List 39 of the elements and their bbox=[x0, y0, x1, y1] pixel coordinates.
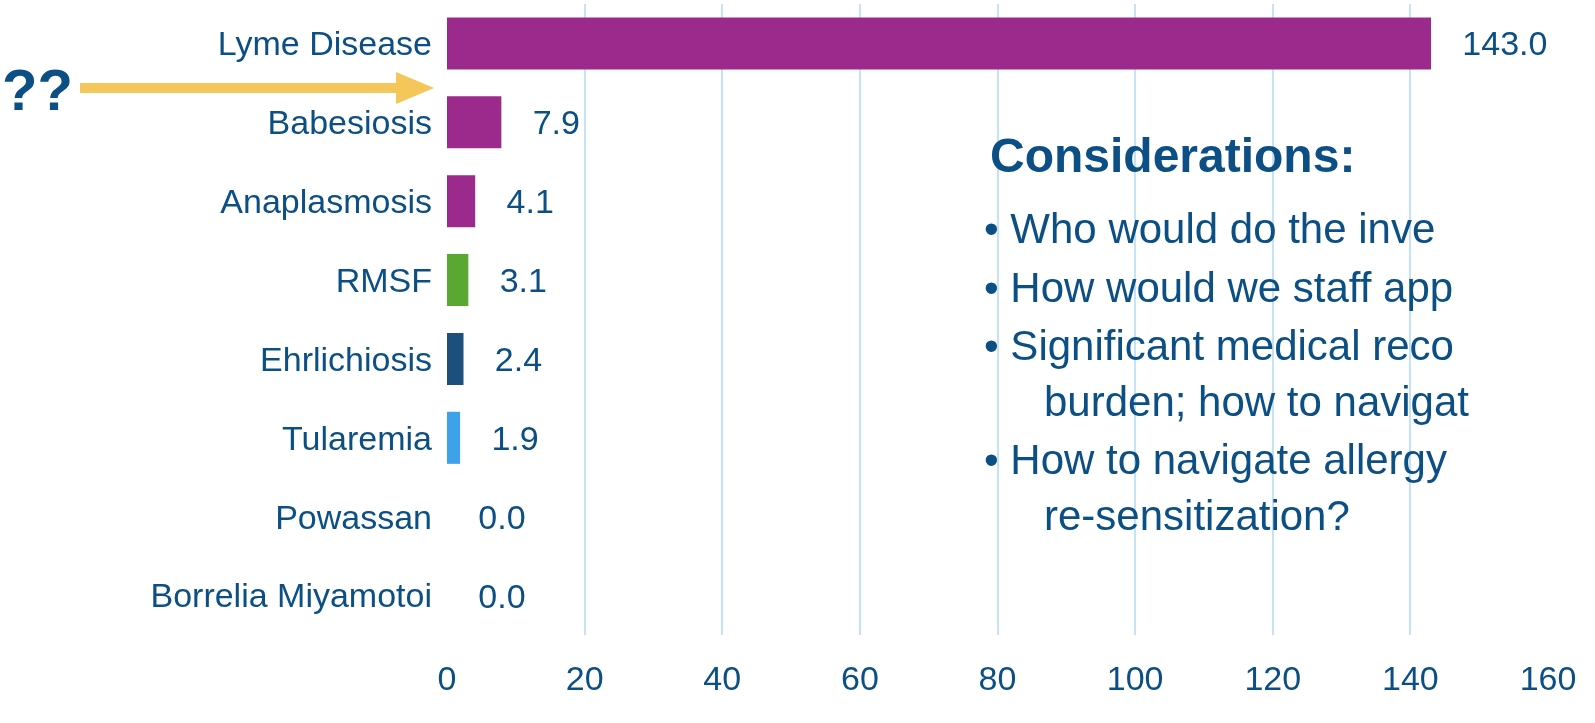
data-label: 2.4 bbox=[466, 339, 543, 378]
x-tick-label: 100 bbox=[1106, 659, 1164, 697]
annotation: re-sensitization? bbox=[1044, 492, 1350, 540]
annotation: • Who would do the inve bbox=[984, 205, 1436, 253]
data-label: 1.9 bbox=[463, 418, 539, 457]
x-tick-label: 80 bbox=[978, 659, 1017, 697]
x-tick-label: 40 bbox=[703, 659, 742, 697]
data-label: 7.9 bbox=[504, 103, 580, 142]
data-label: 0.0 bbox=[450, 497, 526, 536]
y-tick-label: RMSF bbox=[335, 260, 432, 299]
bar bbox=[447, 96, 502, 149]
annotation: Considerations: bbox=[990, 128, 1356, 183]
x-tick-label: 0 bbox=[437, 659, 457, 697]
bar bbox=[447, 332, 464, 385]
data-label: 4.1 bbox=[478, 182, 554, 221]
x-tick-label: 60 bbox=[840, 659, 879, 697]
bar bbox=[447, 254, 469, 307]
annotation: • Significant medical reco bbox=[984, 322, 1454, 370]
x-tick-label: 20 bbox=[565, 659, 604, 697]
y-tick-label: Ehrlichiosis bbox=[260, 339, 432, 378]
text: ?? bbox=[2, 56, 73, 123]
x-tick-label: 140 bbox=[1382, 659, 1439, 697]
bar bbox=[447, 175, 476, 228]
y-tick-label: Borrelia Miyamotoi bbox=[150, 576, 432, 615]
data-label: 143.0 bbox=[1434, 24, 1548, 63]
bar bbox=[447, 411, 461, 464]
y-tick-label: Tularemia bbox=[282, 418, 433, 457]
annotation: • How would we staff app bbox=[984, 264, 1454, 312]
annotation: • How to navigate allergy bbox=[984, 436, 1447, 484]
annotation: burden; how to navigat bbox=[1044, 378, 1469, 426]
data-label: 0.0 bbox=[450, 576, 526, 615]
x-tick-label: 160 bbox=[1519, 659, 1577, 697]
bar bbox=[447, 17, 1432, 70]
data-label: 3.1 bbox=[471, 261, 547, 300]
y-tick-label: Babesiosis bbox=[267, 103, 432, 142]
x-tick-label: 120 bbox=[1244, 659, 1302, 697]
y-tick-label: Powassan bbox=[275, 497, 432, 536]
y-tick-label: Lyme Disease bbox=[217, 24, 432, 63]
y-tick-label: Anaplasmosis bbox=[220, 182, 432, 221]
